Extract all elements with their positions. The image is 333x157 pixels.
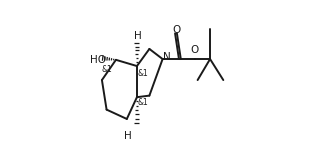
Text: HO: HO [90, 55, 106, 65]
Text: O: O [190, 45, 199, 55]
Text: &1: &1 [138, 69, 149, 78]
Text: &1: &1 [138, 98, 149, 107]
Text: H: H [134, 32, 142, 41]
Text: &1: &1 [102, 65, 113, 74]
Text: N: N [164, 52, 171, 62]
Text: O: O [172, 25, 181, 35]
Text: H: H [124, 131, 132, 141]
